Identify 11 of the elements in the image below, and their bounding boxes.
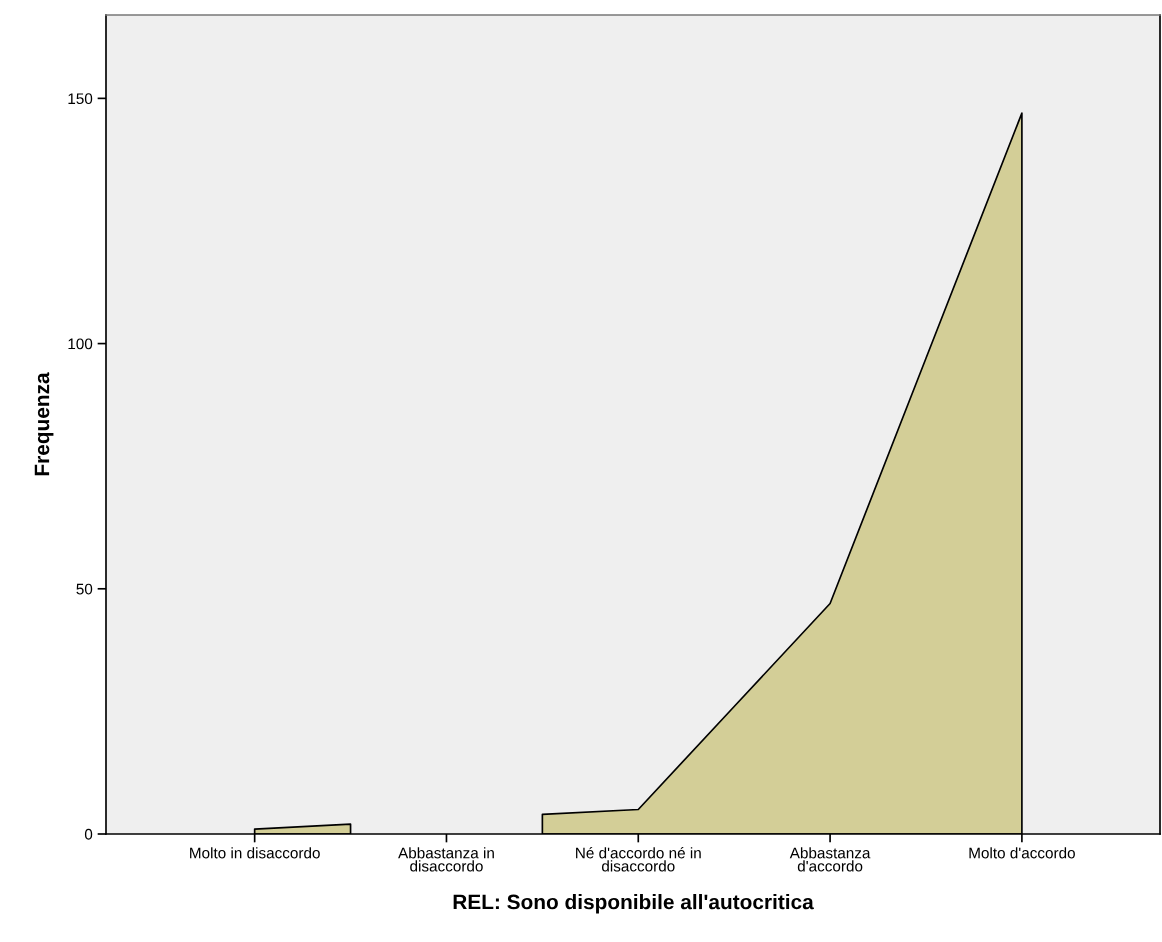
x-tick-label: Abbastanza in disaccordo bbox=[398, 847, 494, 872]
y-tick-label: 50 bbox=[76, 583, 93, 595]
y-tick-label: 150 bbox=[68, 93, 93, 105]
y-tick-label: 0 bbox=[84, 828, 93, 840]
x-tick-label: Molto d'accordo bbox=[969, 847, 1075, 859]
x-axis-title: REL: Sono disponibile all'autocritica bbox=[453, 894, 814, 914]
y-axis-title: Frequenza bbox=[34, 372, 54, 476]
y-tick-label: 100 bbox=[68, 338, 93, 350]
x-tick-label: Molto in disaccordo bbox=[190, 847, 320, 859]
x-tick-label: Abbastanza d'accordo bbox=[789, 847, 871, 872]
x-tick-label: Né d'accordo né in disaccordo bbox=[576, 847, 701, 872]
